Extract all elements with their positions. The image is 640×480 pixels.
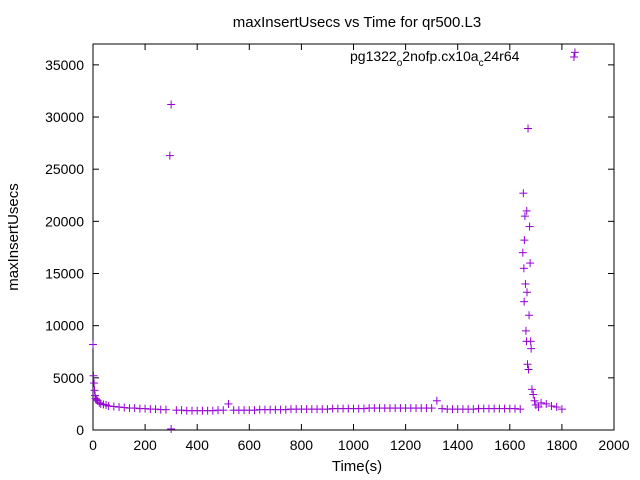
data-point — [89, 371, 98, 380]
data-point — [530, 396, 539, 405]
legend-label-part: 2nofp.cx10a — [402, 48, 478, 64]
x-tick-label: 800 — [290, 437, 314, 453]
data-point — [523, 360, 532, 369]
data-point — [525, 311, 534, 320]
data-point — [427, 404, 436, 413]
x-tick-label: 1400 — [442, 437, 473, 453]
legend: pg1322o2nofp.cx10ac24r64 — [350, 48, 578, 69]
legend-plus-marker — [570, 53, 578, 61]
data-point — [90, 386, 99, 395]
data-point — [151, 405, 160, 414]
legend-label-subscript: o — [397, 58, 403, 69]
data-point — [91, 394, 100, 403]
data-point — [527, 385, 536, 394]
data-point — [167, 100, 176, 109]
y-tick-label: 5000 — [53, 370, 84, 386]
x-tick-label: 200 — [133, 437, 157, 453]
data-point — [141, 404, 150, 413]
data-point — [522, 206, 531, 215]
data-points — [89, 48, 579, 433]
data-point — [323, 405, 332, 414]
data-point — [432, 396, 441, 405]
data-point — [250, 406, 259, 415]
x-tick-label: 400 — [186, 437, 210, 453]
y-tick-label: 0 — [76, 422, 84, 438]
data-point — [526, 259, 535, 268]
data-point — [177, 406, 186, 415]
data-point — [516, 405, 525, 414]
data-point — [524, 365, 533, 374]
legend-label-part: pg1322 — [350, 48, 397, 64]
data-point — [519, 189, 528, 198]
x-tick-label: 2000 — [598, 437, 629, 453]
y-axis-ticks: 0 5000 10000 15000 20000 25000 30000 35000 — [45, 57, 614, 438]
data-point — [109, 402, 118, 411]
data-point — [130, 404, 139, 413]
data-point — [524, 124, 533, 133]
data-point — [359, 404, 368, 413]
data-point — [95, 398, 104, 407]
x-axis-ticks: 0 200 400 600 800 1000 1200 1400 1600 1800 2000 — [89, 44, 630, 453]
data-point — [224, 399, 233, 408]
data-point — [537, 398, 546, 407]
data-point — [557, 405, 566, 414]
data-point — [90, 379, 99, 388]
data-point — [522, 288, 531, 297]
data-point — [520, 212, 529, 221]
data-point — [521, 279, 530, 288]
x-tick-label: 1800 — [546, 437, 577, 453]
x-tick-label: 1000 — [338, 437, 369, 453]
data-point — [547, 402, 556, 411]
x-axis-label: Time(s) — [332, 458, 382, 475]
data-point — [165, 151, 174, 160]
data-point — [527, 344, 536, 353]
y-tick-label: 15000 — [45, 266, 84, 282]
legend-label: pg1322o2nofp.cx10ac24r64 — [350, 48, 520, 69]
y-axis-label: maxInsertUsecs — [5, 183, 22, 291]
legend-label-part: 24r64 — [484, 48, 520, 64]
y-tick-label: 20000 — [45, 213, 84, 229]
data-point — [529, 390, 538, 399]
y-tick-label: 35000 — [45, 57, 84, 73]
data-point — [438, 404, 447, 413]
data-point — [208, 406, 217, 415]
x-tick-label: 0 — [89, 437, 97, 453]
data-point — [89, 340, 97, 349]
data-point — [520, 297, 529, 306]
data-point — [120, 403, 129, 412]
data-point — [518, 248, 527, 257]
data-point — [520, 236, 529, 245]
data-point — [104, 402, 113, 411]
data-point — [519, 264, 528, 273]
x-tick-label: 600 — [238, 437, 262, 453]
data-point — [570, 48, 579, 57]
x-tick-label: 1200 — [390, 437, 421, 453]
x-tick-label: 1600 — [494, 437, 525, 453]
legend-label-subscript: c — [479, 58, 484, 69]
data-point — [469, 405, 478, 414]
chart-title: maxInsertUsecs vs Time for qr500.L3 — [233, 14, 481, 31]
data-point — [542, 399, 551, 408]
data-point — [552, 403, 561, 412]
legend-marker — [570, 53, 578, 61]
data-point — [167, 424, 176, 433]
data-point — [219, 406, 228, 415]
data-point — [534, 403, 543, 412]
data-point — [526, 337, 535, 346]
y-tick-label: 25000 — [45, 161, 84, 177]
data-point — [525, 222, 534, 231]
y-tick-label: 10000 — [45, 318, 84, 334]
data-point — [511, 404, 520, 413]
data-point — [281, 405, 290, 414]
data-point — [115, 403, 124, 412]
y-tick-label: 30000 — [45, 109, 84, 125]
data-point — [521, 326, 530, 335]
data-point — [161, 405, 170, 414]
